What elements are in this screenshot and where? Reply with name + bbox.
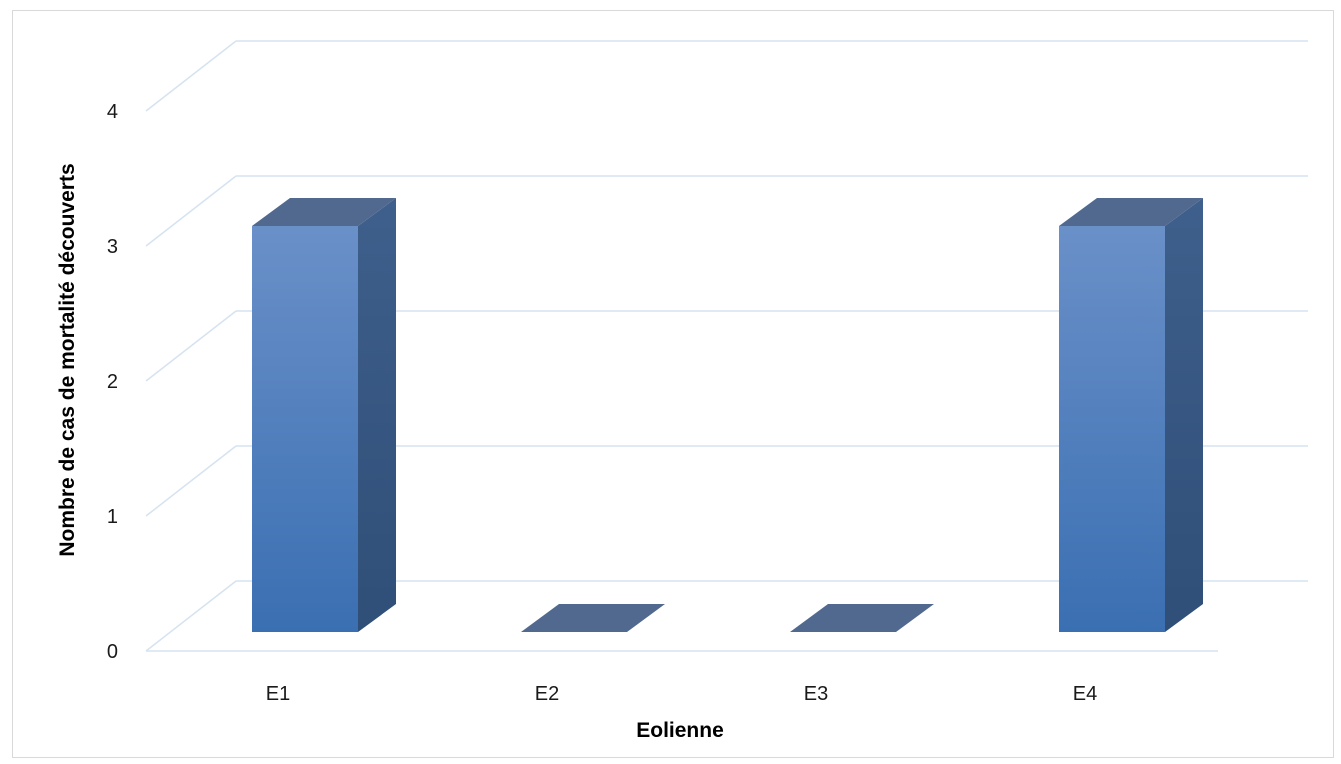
bar-top [521, 604, 665, 632]
gridline-side [145, 175, 237, 247]
gridline-side [145, 310, 237, 382]
x-axis-title: Eolienne [636, 719, 724, 742]
y-axis-title: Nombre de cas de mortalité découverts [56, 163, 79, 556]
y-tick-labels: 0 1 2 3 4 [107, 101, 118, 663]
x-tick-label: E1 [266, 683, 290, 705]
y-tick-label: 3 [107, 236, 118, 258]
bars [252, 198, 1203, 632]
bar [252, 198, 396, 632]
bar [790, 604, 934, 632]
bar-front [1059, 226, 1165, 632]
bar-front [252, 226, 358, 632]
bar [521, 604, 665, 632]
gridline-side [145, 40, 237, 112]
x-tick-label: E3 [804, 683, 828, 705]
x-tick-labels: E1 E2 E3 E4 [266, 683, 1097, 705]
bar-top [790, 604, 934, 632]
bar [1059, 198, 1203, 632]
bar-side [358, 198, 396, 632]
x-tick-label: E4 [1073, 683, 1097, 705]
floor-side-edge [145, 580, 237, 652]
y-tick-label: 1 [107, 506, 118, 528]
x-tick-label: E2 [535, 683, 559, 705]
y-tick-label: 4 [107, 101, 118, 123]
y-tick-label: 2 [107, 371, 118, 393]
bar-top [1059, 198, 1203, 226]
bar-side [1165, 198, 1203, 632]
y-tick-label: 0 [107, 641, 118, 663]
bar-top [252, 198, 396, 226]
gridline-side [145, 445, 237, 517]
